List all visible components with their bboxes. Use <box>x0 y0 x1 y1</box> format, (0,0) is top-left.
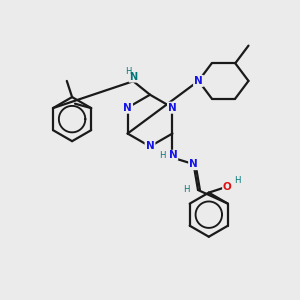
Text: H: H <box>234 176 241 185</box>
Text: H: H <box>159 151 165 160</box>
Text: H: H <box>125 67 132 76</box>
Text: N: N <box>129 72 137 82</box>
Text: N: N <box>123 103 132 113</box>
Text: O: O <box>223 182 231 192</box>
Text: N: N <box>194 76 203 86</box>
Text: N: N <box>146 142 154 152</box>
Text: N: N <box>189 159 198 169</box>
Text: N: N <box>169 150 178 160</box>
Text: H: H <box>184 185 190 194</box>
Text: N: N <box>168 103 177 113</box>
